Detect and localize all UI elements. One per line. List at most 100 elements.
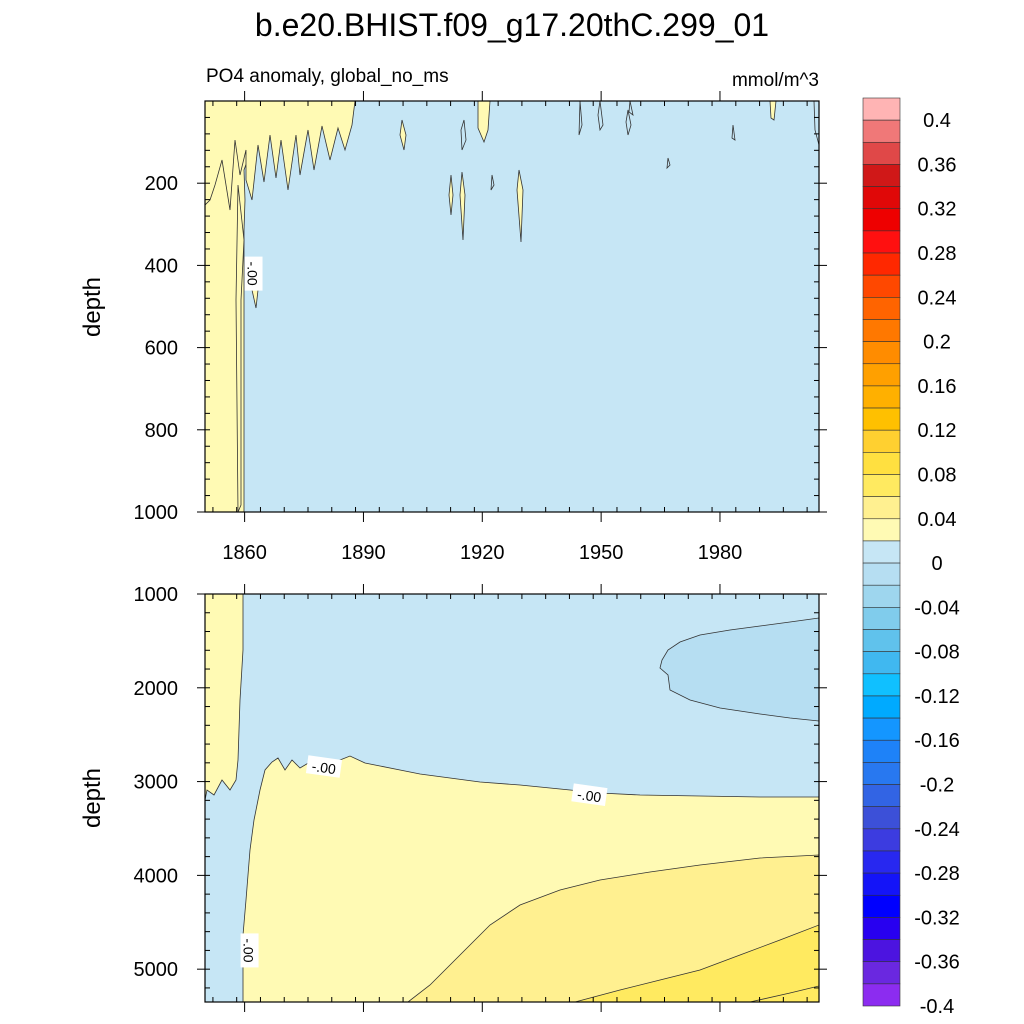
colorbar-label: 0.24 [918, 287, 957, 309]
upper-y-tick-labels: 200 400 600 800 1000 [134, 173, 179, 524]
colorbar-label: 0.2 [923, 332, 951, 354]
y-tick-label: 800 [145, 420, 178, 442]
colorbar-swatch [862, 607, 901, 630]
colorbar-swatch [862, 739, 901, 763]
colorbar-swatch [862, 562, 901, 586]
contour-label-text: -.00 [241, 938, 257, 962]
colorbar-swatch [862, 141, 901, 165]
units-label: mmol/m^3 [732, 70, 819, 91]
colorbar-swatch [862, 894, 901, 918]
colorbar-swatch [862, 651, 901, 675]
y-tick-label: 2000 [134, 678, 179, 700]
upper-y-ticks [197, 100, 827, 513]
colorbar-swatch [862, 584, 901, 608]
colorbar-label: -0.08 [914, 642, 960, 664]
colorbar [862, 97, 901, 1007]
x-tick-label: 1890 [341, 542, 386, 564]
y-tick-label: 200 [145, 173, 178, 195]
colorbar-swatch [862, 407, 901, 431]
upper-background-field [205, 101, 819, 512]
colorbar-label: -0.32 [914, 907, 960, 929]
colorbar-swatch [862, 385, 901, 409]
colorbar-swatch [862, 806, 901, 830]
colorbar-swatch [862, 208, 901, 232]
colorbar-swatch [862, 983, 901, 1007]
contour-label-text: -.00 [311, 758, 337, 777]
contour-label: -.00 [240, 933, 259, 968]
upper-surface-patch [769, 101, 777, 121]
contour-label-box [305, 755, 343, 778]
colorbar-label: 0.28 [918, 243, 957, 265]
colorbar-swatch [862, 961, 901, 985]
colorbar-swatch [862, 872, 901, 896]
lower-y-ticks [197, 593, 827, 989]
colorbar-swatch [862, 673, 901, 697]
colorbar-label: 0.12 [918, 420, 957, 442]
contour-label-box [240, 933, 259, 968]
colorbar-swatch [862, 828, 901, 852]
contour-label-box [244, 256, 263, 291]
upper-surface-patch [459, 171, 466, 241]
upper-contour-labels: -.00 [244, 256, 263, 291]
colorbar-label: -0.36 [914, 952, 960, 974]
upper-surface-patch [516, 169, 524, 243]
chart-subtitle: PO4 anomaly, global_no_ms [206, 66, 449, 87]
colorbar-swatch [862, 186, 901, 210]
upper-x-tick-labels: 1860 1890 1920 1950 1980 [222, 542, 742, 564]
colorbar-label: -0.12 [914, 686, 960, 708]
lower-y-tick-labels: 1000 2000 3000 4000 5000 [134, 584, 179, 981]
lower-contour-labels: -.00 -.00 -.00 [240, 755, 608, 968]
lower-y-axis-label: depth [79, 768, 106, 828]
contour-label-box [571, 783, 608, 806]
colorbar-swatch [862, 119, 901, 143]
colorbar-label: -0.16 [914, 730, 960, 752]
lower-plot-frame [204, 593, 820, 1003]
upper-panel: 200 400 600 800 1000 1860 1890 1920 1950 1980 de… [79, 91, 827, 564]
colorbar-label: 0.16 [918, 376, 957, 398]
colorbar-label: 0 [931, 553, 942, 575]
contour-label: -.00 [571, 783, 608, 806]
colorbar-swatch [862, 452, 901, 475]
colorbar-label: -0.04 [914, 597, 960, 619]
upper-surface-patch [477, 101, 491, 144]
upper-minor-contours [460, 101, 819, 191]
x-tick-label: 1860 [222, 542, 267, 564]
colorbar-label: 0.32 [918, 199, 957, 221]
upper-plot-frame [204, 100, 820, 513]
colorbar-swatch [862, 164, 901, 187]
y-tick-label: 1000 [134, 584, 179, 606]
lower-bottom-maximum-edge [749, 985, 819, 1002]
colorbar-swatch [862, 496, 901, 520]
colorbar-swatch [862, 429, 901, 453]
colorbar-swatch [862, 917, 901, 940]
upper-surface-patch [235, 184, 245, 512]
chart-title: b.e20.BHIST.f09_g17.20thC.299_01 [255, 7, 769, 43]
x-tick-label: 1950 [579, 542, 624, 564]
x-tick-label: 1980 [698, 542, 743, 564]
y-tick-label: 5000 [134, 959, 179, 981]
colorbar-swatch [862, 474, 901, 497]
colorbar-swatch [862, 230, 901, 254]
colorbar-label: 0.04 [918, 509, 957, 531]
colorbar-swatch [862, 695, 901, 719]
colorbar-swatch [862, 319, 901, 342]
colorbar-swatch [862, 297, 901, 320]
x-tick-label: 1920 [460, 542, 505, 564]
colorbar-label: 0.36 [918, 154, 957, 176]
colorbar-labels: 0.4 0.36 0.32 0.28 0.24 0.2 0.16 0.12 0.08 0.04 0 -… [914, 110, 960, 1018]
colorbar-label: 0.08 [918, 464, 957, 486]
colorbar-swatch [862, 762, 901, 785]
colorbar-swatch [862, 274, 901, 298]
colorbar-swatch [862, 717, 901, 741]
colorbar-swatch [862, 629, 901, 652]
upper-surface-patch [399, 119, 407, 151]
colorbar-swatch [862, 97, 901, 121]
y-tick-label: 1000 [134, 502, 179, 524]
upper-surface-patch [448, 174, 454, 216]
contour-label-text: -.00 [245, 262, 261, 286]
y-tick-label: 3000 [134, 772, 179, 794]
lower-bottom-maximum-region [574, 924, 819, 1002]
upper-x-ticks [212, 91, 808, 522]
upper-y-axis-label: depth [79, 277, 106, 337]
colorbar-swatch [862, 518, 901, 542]
